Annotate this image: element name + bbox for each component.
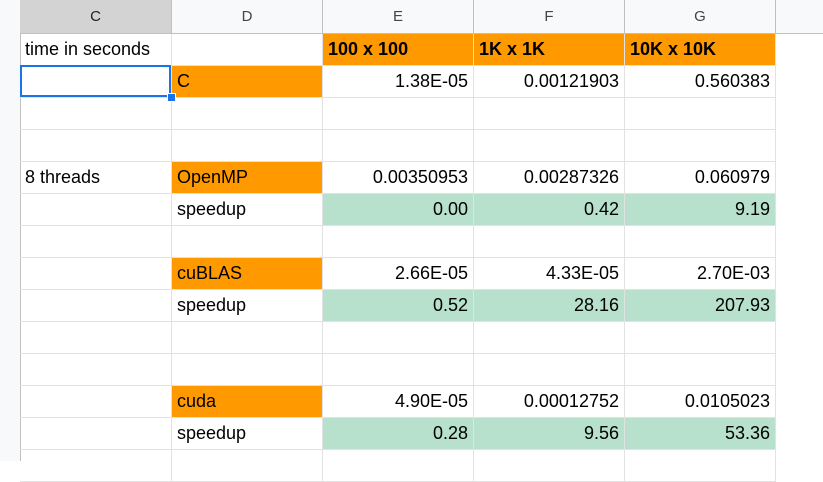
cell-g-8[interactable]: 2.70E-03 bbox=[625, 258, 776, 290]
cell-c-11[interactable] bbox=[20, 354, 172, 386]
cell-g-12[interactable]: 0.0105023 bbox=[625, 386, 776, 418]
cell-c-3[interactable] bbox=[20, 98, 172, 130]
cell-f-14[interactable] bbox=[474, 450, 625, 482]
cell-d-5[interactable]: OpenMP bbox=[172, 162, 323, 194]
row-header-strip bbox=[0, 33, 21, 461]
cell-e-8[interactable]: 2.66E-05 bbox=[323, 258, 474, 290]
cell-d-1[interactable] bbox=[172, 34, 323, 66]
cell-f-2[interactable]: 0.00121903 bbox=[474, 66, 625, 98]
cell-f-4[interactable] bbox=[474, 130, 625, 162]
cell-c-6[interactable] bbox=[20, 194, 172, 226]
cell-g-13[interactable]: 53.36 bbox=[625, 418, 776, 450]
cell-e-2[interactable]: 1.38E-05 bbox=[323, 66, 474, 98]
column-header-f[interactable]: F bbox=[474, 0, 625, 33]
cell-g-5[interactable]: 0.060979 bbox=[625, 162, 776, 194]
cell-d-8[interactable]: cuBLAS bbox=[172, 258, 323, 290]
cell-c-10[interactable] bbox=[20, 322, 172, 354]
cell-d-11[interactable] bbox=[172, 354, 323, 386]
cell-e-9[interactable]: 0.52 bbox=[323, 290, 474, 322]
cell-e-1[interactable]: 100 x 100 bbox=[323, 34, 474, 66]
cell-d-3[interactable] bbox=[172, 98, 323, 130]
cell-g-3[interactable] bbox=[625, 98, 776, 130]
cell-f-1[interactable]: 1K x 1K bbox=[474, 34, 625, 66]
cell-f-12[interactable]: 0.00012752 bbox=[474, 386, 625, 418]
cell-c-13[interactable] bbox=[20, 418, 172, 450]
cell-c-8[interactable] bbox=[20, 258, 172, 290]
cell-d-14[interactable] bbox=[172, 450, 323, 482]
cell-g-10[interactable] bbox=[625, 322, 776, 354]
cell-f-7[interactable] bbox=[474, 226, 625, 258]
cell-c-12[interactable] bbox=[20, 386, 172, 418]
column-header-g[interactable]: G bbox=[625, 0, 776, 33]
cell-g-2[interactable]: 0.560383 bbox=[625, 66, 776, 98]
cell-e-6[interactable]: 0.00 bbox=[323, 194, 474, 226]
cell-c-5[interactable]: 8 threads bbox=[20, 162, 172, 194]
cell-g-11[interactable] bbox=[625, 354, 776, 386]
cell-d-4[interactable] bbox=[172, 130, 323, 162]
fill-handle[interactable] bbox=[167, 93, 176, 102]
cell-f-10[interactable] bbox=[474, 322, 625, 354]
cell-f-3[interactable] bbox=[474, 98, 625, 130]
column-header-c[interactable]: C bbox=[20, 0, 172, 33]
cell-f-11[interactable] bbox=[474, 354, 625, 386]
cell-d-9[interactable]: speedup bbox=[172, 290, 323, 322]
cell-f-13[interactable]: 9.56 bbox=[474, 418, 625, 450]
cell-g-14[interactable] bbox=[625, 450, 776, 482]
cell-e-3[interactable] bbox=[323, 98, 474, 130]
cell-c-4[interactable] bbox=[20, 130, 172, 162]
cell-e-7[interactable] bbox=[323, 226, 474, 258]
cell-c-9[interactable] bbox=[20, 290, 172, 322]
cell-e-4[interactable] bbox=[323, 130, 474, 162]
cell-e-13[interactable]: 0.28 bbox=[323, 418, 474, 450]
cell-f-5[interactable]: 0.00287326 bbox=[474, 162, 625, 194]
cell-f-6[interactable]: 0.42 bbox=[474, 194, 625, 226]
cell-e-5[interactable]: 0.00350953 bbox=[323, 162, 474, 194]
cell-d-7[interactable] bbox=[172, 226, 323, 258]
cell-g-7[interactable] bbox=[625, 226, 776, 258]
column-header-e[interactable]: E bbox=[323, 0, 474, 33]
cell-d-10[interactable] bbox=[172, 322, 323, 354]
cell-g-4[interactable] bbox=[625, 130, 776, 162]
cell-e-10[interactable] bbox=[323, 322, 474, 354]
cell-f-8[interactable]: 4.33E-05 bbox=[474, 258, 625, 290]
cell-g-6[interactable]: 9.19 bbox=[625, 194, 776, 226]
cell-g-9[interactable]: 207.93 bbox=[625, 290, 776, 322]
cell-g-1[interactable]: 10K x 10K bbox=[625, 34, 776, 66]
column-header-row: C D E F G bbox=[0, 0, 823, 34]
cell-f-9[interactable]: 28.16 bbox=[474, 290, 625, 322]
cell-d-6[interactable]: speedup bbox=[172, 194, 323, 226]
cell-e-12[interactable]: 4.90E-05 bbox=[323, 386, 474, 418]
cell-d-12[interactable]: cuda bbox=[172, 386, 323, 418]
cell-c-7[interactable] bbox=[20, 226, 172, 258]
cell-c-1[interactable]: time in seconds bbox=[20, 34, 172, 66]
cell-c-2[interactable] bbox=[20, 66, 172, 98]
column-header-d[interactable]: D bbox=[172, 0, 323, 33]
cell-d-13[interactable]: speedup bbox=[172, 418, 323, 450]
cell-e-11[interactable] bbox=[323, 354, 474, 386]
cell-e-14[interactable] bbox=[323, 450, 474, 482]
cell-c-14[interactable] bbox=[20, 450, 172, 482]
cell-d-2[interactable]: C bbox=[172, 66, 323, 98]
